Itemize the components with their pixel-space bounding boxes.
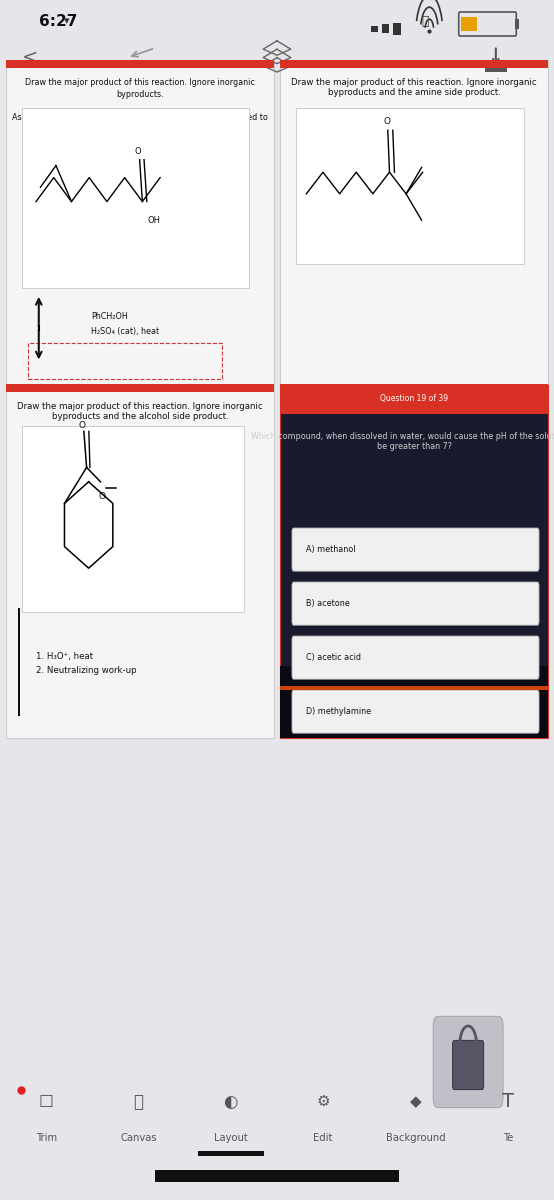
Bar xyxy=(22,426,244,612)
Text: O: O xyxy=(384,118,391,126)
Bar xyxy=(22,108,249,288)
Text: Te: Te xyxy=(502,1133,513,1142)
Text: O: O xyxy=(134,146,141,156)
Bar xyxy=(280,686,548,690)
Text: Which compound, when dissolved in water, would cause the pH of the solution to
b: Which compound, when dissolved in water,… xyxy=(251,432,554,451)
Text: 6:27: 6:27 xyxy=(39,14,77,29)
Bar xyxy=(280,60,548,384)
Bar xyxy=(485,68,507,72)
Bar xyxy=(371,25,378,32)
Text: OH: OH xyxy=(148,216,161,226)
FancyBboxPatch shape xyxy=(453,1040,484,1090)
Text: Canvas: Canvas xyxy=(120,1133,157,1142)
Bar xyxy=(6,60,274,68)
Text: Background: Background xyxy=(386,1133,445,1142)
Text: Edit: Edit xyxy=(314,1133,333,1142)
FancyBboxPatch shape xyxy=(292,528,539,571)
Bar xyxy=(296,108,524,264)
Text: 1. H₃O⁺, heat
2. Neutralizing work-up: 1. H₃O⁺, heat 2. Neutralizing work-up xyxy=(36,652,137,676)
Text: T: T xyxy=(502,1092,514,1111)
Bar xyxy=(28,343,222,379)
FancyBboxPatch shape xyxy=(433,1016,503,1108)
Bar xyxy=(0,0,554,42)
Text: C) acetic acid: C) acetic acid xyxy=(306,653,361,662)
Text: ☐: ☐ xyxy=(39,1092,54,1111)
Bar xyxy=(0,1074,554,1200)
Text: Draw the major product of this reaction. Ignore inorganic
byproducts and the alc: Draw the major product of this reaction.… xyxy=(17,402,263,421)
Text: ⚙: ⚙ xyxy=(316,1094,330,1109)
Bar xyxy=(280,60,548,68)
Bar xyxy=(382,24,389,34)
Text: ◆: ◆ xyxy=(409,1094,422,1109)
Bar xyxy=(280,384,548,414)
Text: Draw the major product of this reaction. Ignore inorganic
byproducts.

Assume th: Draw the major product of this reaction.… xyxy=(12,78,268,134)
Text: D) methylamine: D) methylamine xyxy=(306,707,372,716)
Bar xyxy=(280,384,548,738)
Text: A) methanol: A) methanol xyxy=(306,545,356,554)
Text: B) acetone: B) acetone xyxy=(306,599,350,608)
FancyBboxPatch shape xyxy=(292,636,539,679)
Bar xyxy=(6,60,274,384)
Bar xyxy=(18,608,20,716)
Bar xyxy=(515,19,519,29)
Bar xyxy=(6,384,274,738)
FancyBboxPatch shape xyxy=(292,582,539,625)
Text: O: O xyxy=(99,492,106,500)
Text: <: < xyxy=(22,48,39,67)
FancyBboxPatch shape xyxy=(292,690,539,733)
Text: ▾: ▾ xyxy=(64,17,69,26)
Text: PhCH₂OH
H₂SO₄ (cat), heat: PhCH₂OH H₂SO₄ (cat), heat xyxy=(91,312,160,336)
Bar xyxy=(461,17,477,31)
Bar xyxy=(6,384,274,392)
Text: ◐: ◐ xyxy=(224,1092,238,1111)
Bar xyxy=(0,41,554,74)
Text: ⎗: ⎗ xyxy=(134,1092,143,1111)
Text: Layout: Layout xyxy=(214,1133,248,1142)
Text: :  xyxy=(421,16,429,28)
Bar xyxy=(155,1170,399,1182)
Bar xyxy=(198,1151,264,1156)
Bar xyxy=(393,23,401,35)
Text: O: O xyxy=(78,421,85,430)
Bar xyxy=(280,666,548,738)
Text: Draw the major product of this reaction. Ignore inorganic
byproducts and the ami: Draw the major product of this reaction.… xyxy=(291,78,537,97)
Text: Question 19 of 39: Question 19 of 39 xyxy=(380,394,448,403)
Text: Trim: Trim xyxy=(35,1133,57,1142)
